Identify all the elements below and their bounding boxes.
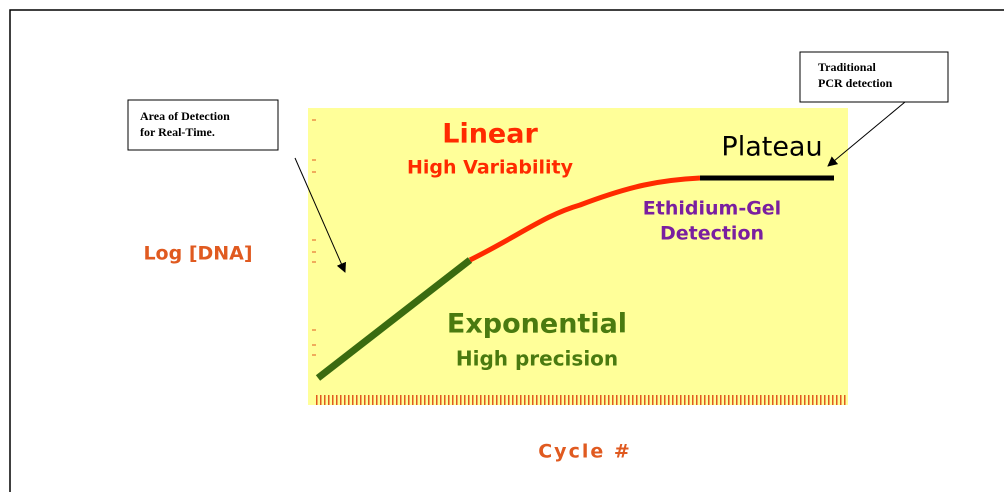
plateau-title: Plateau	[721, 132, 822, 163]
x-axis-ticks	[314, 395, 846, 405]
callout-box	[127, 99, 279, 151]
exponential-title: Exponential	[447, 309, 627, 340]
y-axis-ticks	[312, 119, 316, 356]
callout-text: Area of Detection	[140, 109, 230, 123]
callout-text: Traditional	[818, 60, 876, 74]
callout-text: PCR detection	[818, 76, 893, 90]
linear-subtitle: High Variability	[407, 157, 574, 179]
callout-box	[799, 51, 949, 103]
linear-title: Linear	[442, 119, 538, 150]
exponential-subtitle: High precision	[456, 347, 618, 371]
callout-arrow	[827, 101, 906, 167]
plateau-note: Detection	[660, 223, 764, 245]
plot-area	[308, 108, 848, 405]
y-axis-label: Log [DNA]	[143, 243, 252, 265]
linear-curve	[468, 175, 701, 263]
exponential-curve	[315, 257, 473, 381]
x-axis-label: Cycle #	[538, 441, 632, 463]
plateau-note: Ethidium-Gel	[643, 198, 781, 220]
callout-arrow	[294, 157, 346, 273]
callout-text: for Real-Time.	[140, 125, 215, 139]
